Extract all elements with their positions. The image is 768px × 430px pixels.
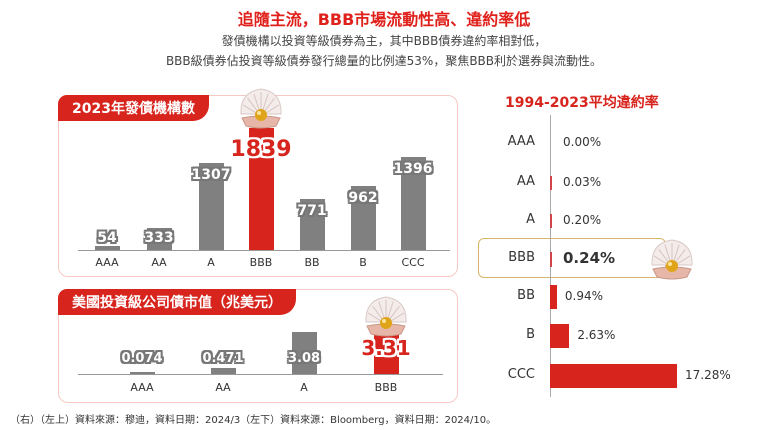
bar-AAA [95, 246, 120, 250]
value-label: 0.24% [563, 249, 616, 267]
value-label: 0.471 [202, 351, 244, 366]
bar-BB [550, 285, 557, 309]
bar-AA [147, 227, 172, 250]
value-label: 17.28% [685, 368, 731, 382]
value-label: 54 [97, 230, 117, 246]
value-label: 0.94% [564, 289, 604, 303]
value-label: 0.074 [121, 351, 163, 366]
source-footnote: （右）（左上）資料來源：穆迪，資料日期：2024/3（左下）資料來源：Bloom… [10, 415, 497, 426]
bar-A [550, 214, 552, 228]
row-label: BBB [508, 250, 535, 265]
bar-A [199, 163, 224, 250]
value-label: 962 [348, 190, 378, 207]
page-title: 追隨主流，BBB市場流動性高、違約率低 [237, 10, 531, 29]
bar-B [550, 324, 570, 348]
tick-label: AAA [130, 381, 154, 394]
bar-BBB [374, 329, 399, 374]
value-label: 0.20% [563, 213, 602, 227]
tick-label: BBB [374, 381, 398, 394]
tick-label: CCC [401, 256, 425, 269]
pearl-shell-icon [363, 294, 409, 338]
subtitle-line-2: BBB級債券佔投資等級債券發行總量的比例達53%，聚焦BBB利於選券與流動性。 [165, 54, 603, 68]
bar-AAA [130, 372, 155, 374]
row-label: BB [517, 288, 535, 303]
bar-CCC [401, 157, 426, 250]
row-label: B [526, 327, 535, 342]
pearl-shell-icon [238, 86, 284, 130]
value-label: 3.08 [287, 351, 321, 366]
bar-AA [211, 367, 236, 374]
tick-label: AAA [95, 256, 119, 269]
market-value-title: 美國投資級公司債市值（兆美元） [58, 289, 296, 315]
issuer-count-title: 2023年發債機構數 [58, 95, 209, 121]
value-label: 3.31 [361, 336, 411, 360]
bar-BB [300, 198, 325, 250]
row-label: A [526, 212, 535, 227]
subtitle-line-1: 發債機構以投資等級債券為主，其中BBB債券違約率相對低， [221, 34, 547, 48]
default-rate-title: 1994-2023平均違約率 [505, 95, 659, 111]
tick-label: AA [215, 381, 231, 394]
bar-A [292, 332, 317, 374]
pearl-shell-icon [649, 237, 695, 281]
row-label: AA [516, 174, 535, 189]
value-label: 1307 [191, 167, 231, 184]
tick-label: A [300, 381, 308, 394]
row-label: CCC [507, 367, 535, 382]
market-value-panel: 美國投資級公司債市值（兆美元） [58, 289, 458, 403]
value-label: 1839 [230, 137, 292, 162]
tick-label: A [207, 256, 215, 269]
tick-label: B [359, 256, 367, 269]
tick-label: AA [151, 256, 167, 269]
tick-label: BB [304, 256, 320, 269]
baseline [78, 374, 443, 375]
tick-label: BBB [249, 256, 273, 269]
bar-BBB [249, 128, 274, 250]
bar-CCC [550, 364, 677, 388]
bar-B [351, 186, 376, 250]
value-label: 0.00% [563, 135, 602, 149]
bar-BBB [550, 251, 552, 267]
row-label: AAA [507, 134, 535, 149]
value-label: 771 [297, 202, 327, 219]
value-label: 1396 [393, 161, 433, 178]
issuer-count-panel: 2023年發債機構數 [58, 95, 458, 277]
value-label: 0.03% [563, 175, 602, 189]
baseline [78, 250, 450, 251]
bar-AA [550, 176, 552, 190]
value-label: 2.63% [577, 328, 616, 342]
value-label: 333 [144, 230, 174, 246]
